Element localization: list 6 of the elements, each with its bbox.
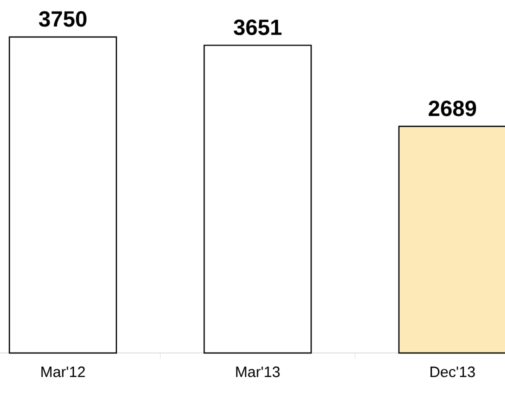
data-label: 3651 [234, 20, 282, 36]
data-label: 2689 [428, 100, 476, 116]
x-tick-label: Mar'12 [41, 366, 85, 378]
data-label: 3750 [38, 11, 86, 27]
x-tick-label: Dec'13 [430, 366, 475, 378]
x-tick-label: Mar'13 [236, 366, 280, 378]
